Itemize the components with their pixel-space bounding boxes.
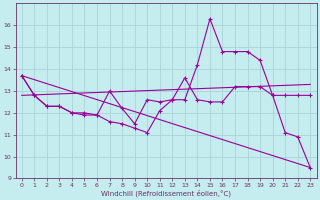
X-axis label: Windchill (Refroidissement éolien,°C): Windchill (Refroidissement éolien,°C) [101,189,231,197]
